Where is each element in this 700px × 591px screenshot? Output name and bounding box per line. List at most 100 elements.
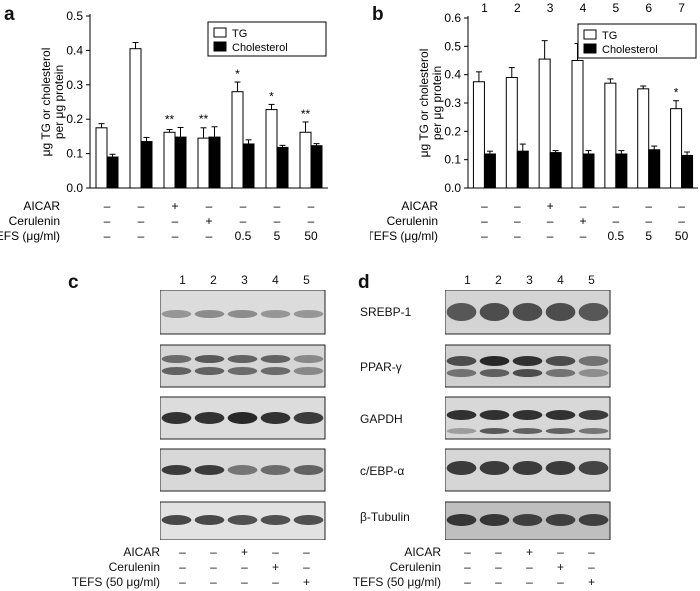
bar-tg [163, 131, 176, 189]
blot-c-treatment-sign: – [241, 560, 248, 574]
treatment-sign: + [579, 214, 586, 228]
bar-cholesterol [140, 141, 153, 189]
blot-panel-c [160, 290, 326, 540]
bar-tg [538, 58, 551, 189]
blot-d-lane-number: 4 [557, 273, 564, 287]
blot-band [479, 369, 510, 377]
blot-band [479, 410, 510, 420]
legend-box [577, 23, 697, 59]
blot-c-lane-number: 2 [210, 273, 217, 287]
treatment-label: Cerulenin [387, 214, 438, 228]
blot-band [512, 303, 543, 321]
blot-strip [160, 448, 326, 492]
blot-band [260, 367, 291, 375]
blot-band [446, 514, 477, 526]
legend-swatch-tg [583, 29, 597, 40]
y-tick-label: 0.3 [444, 96, 461, 110]
blot-band [293, 310, 324, 318]
legend-label-tg: TG [232, 28, 247, 40]
blot-band [479, 514, 510, 526]
treatment-sign: – [206, 229, 213, 243]
bar-tg [231, 91, 244, 189]
blot-d-treatment-sign: – [464, 545, 471, 559]
protein-label: β-Tubulin [360, 510, 410, 524]
treatment-sign: – [138, 214, 145, 228]
blot-d-treatment-sign: – [495, 575, 502, 589]
blot-band [293, 412, 324, 424]
bar-cholesterol [174, 136, 187, 189]
blot-c-treatment-sign: + [302, 575, 310, 589]
blot-d-treatment-sign: – [557, 545, 564, 559]
legend-label-cholesterol: Cholesterol [232, 42, 288, 54]
blot-band [446, 428, 477, 434]
blot-strip [445, 344, 611, 388]
blot-band [578, 356, 609, 366]
blot-c-treatment-label: TEFS (50 μg/ml) [71, 575, 160, 589]
y-tick-label: 0.0 [444, 181, 461, 195]
blot-d-treatment-sign: – [464, 560, 471, 574]
legend-swatch-tg [213, 27, 227, 38]
blot-band [194, 465, 225, 475]
bar-tg [637, 88, 650, 189]
treatment-label: Cerulenin [9, 214, 60, 228]
protein-label: SREBP-1 [360, 305, 412, 319]
blot-c-treatment-label: Cerulenin [108, 560, 160, 574]
blot-band [578, 410, 609, 420]
blot-band [260, 310, 291, 318]
blot-c-treatment-sign: – [210, 545, 217, 559]
blot-c-treatment-sign: – [272, 545, 279, 559]
protein-label: PPAR-γ [360, 360, 402, 374]
legend-swatch-cholesterol [213, 41, 227, 52]
blot-band [260, 515, 291, 525]
panel-a-letter: a [4, 4, 15, 25]
blot-band [293, 465, 324, 475]
blot-band [545, 369, 576, 377]
panel-c-letter: c [68, 272, 79, 293]
blot-band [161, 515, 192, 525]
blot-c-treatment-sign: – [179, 560, 186, 574]
y-tick-label: 0.6 [444, 11, 461, 25]
treatment-sign: – [514, 229, 521, 243]
treatment-sign: – [274, 199, 281, 213]
significance-mark: ** [301, 107, 311, 121]
protein-label: c/EBP-α [360, 464, 405, 478]
blot-c-treatment-sign: – [210, 560, 217, 574]
treatment-sign: 0.5 [608, 229, 625, 243]
blot-band [479, 356, 510, 366]
blot-band [545, 303, 576, 321]
treatment-sign: + [171, 199, 178, 213]
blot-band [161, 465, 192, 475]
lane-number: 5 [613, 1, 620, 15]
blot-band [260, 412, 291, 424]
treatment-sign: 50 [304, 229, 318, 243]
treatment-sign: – [613, 214, 620, 228]
bar-cholesterol [242, 143, 255, 189]
bar-tg [95, 127, 108, 189]
blot-band [227, 412, 258, 424]
chart-a: 0.0 0.1 0.2 0.3 0.4 0.5 μg TG or cholesterolpe… [0, 9, 328, 243]
blot-band [293, 515, 324, 525]
treatment-sign: – [481, 214, 488, 228]
blot-c-treatment-sign: – [241, 575, 248, 589]
y-tick-label: 0.4 [66, 43, 83, 57]
blot-c-lane-number: 1 [179, 273, 186, 287]
treatment-sign: – [645, 214, 652, 228]
bar-tg [197, 137, 210, 189]
blot-c-treatment-sign: – [303, 560, 310, 574]
treatment-sign: 0.5 [235, 229, 252, 243]
lane-number: 1 [481, 1, 488, 15]
bar-tg [265, 109, 278, 189]
blot-d-treatment-sign: – [464, 575, 471, 589]
blot-strip [160, 501, 326, 540]
blot-c-treatment-sign: – [272, 575, 279, 589]
bar-tg [472, 81, 485, 189]
panel-d-letter: d [358, 272, 370, 293]
blot-d-lane-number: 1 [464, 273, 471, 287]
blot-d-treatment-sign: – [526, 560, 533, 574]
bar-tg [129, 48, 142, 189]
blot-d-treatment-sign: – [495, 545, 502, 559]
blot-d-treatment-label: TEFS (50 μg/ml) [352, 575, 441, 589]
blot-band [545, 428, 576, 434]
blot-strip [445, 290, 611, 335]
blot-band [545, 514, 576, 526]
